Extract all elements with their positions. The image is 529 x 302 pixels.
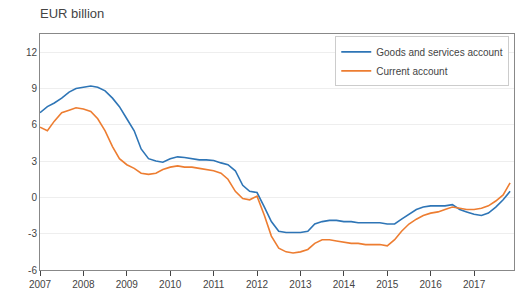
svg-text:6: 6 xyxy=(31,119,37,130)
svg-text:12: 12 xyxy=(26,47,38,58)
svg-text:0: 0 xyxy=(31,192,37,203)
svg-text:-3: -3 xyxy=(28,228,37,239)
svg-text:3: 3 xyxy=(31,156,37,167)
svg-text:9: 9 xyxy=(31,83,37,94)
svg-text:2008: 2008 xyxy=(72,279,95,290)
svg-text:2010: 2010 xyxy=(159,279,182,290)
svg-text:2011: 2011 xyxy=(203,279,225,290)
svg-text:2016: 2016 xyxy=(420,279,443,290)
svg-text:2013: 2013 xyxy=(289,279,312,290)
svg-text:2017: 2017 xyxy=(463,279,486,290)
svg-text:EUR billion: EUR billion xyxy=(40,6,104,21)
svg-text:2014: 2014 xyxy=(333,279,356,290)
svg-text:2009: 2009 xyxy=(116,279,139,290)
svg-text:Goods and services account: Goods and services account xyxy=(376,47,502,58)
svg-text:2012: 2012 xyxy=(246,279,269,290)
svg-text:2007: 2007 xyxy=(29,279,52,290)
svg-text:2015: 2015 xyxy=(376,279,399,290)
svg-text:-6: -6 xyxy=(28,265,37,276)
svg-text:Current account: Current account xyxy=(376,66,447,77)
